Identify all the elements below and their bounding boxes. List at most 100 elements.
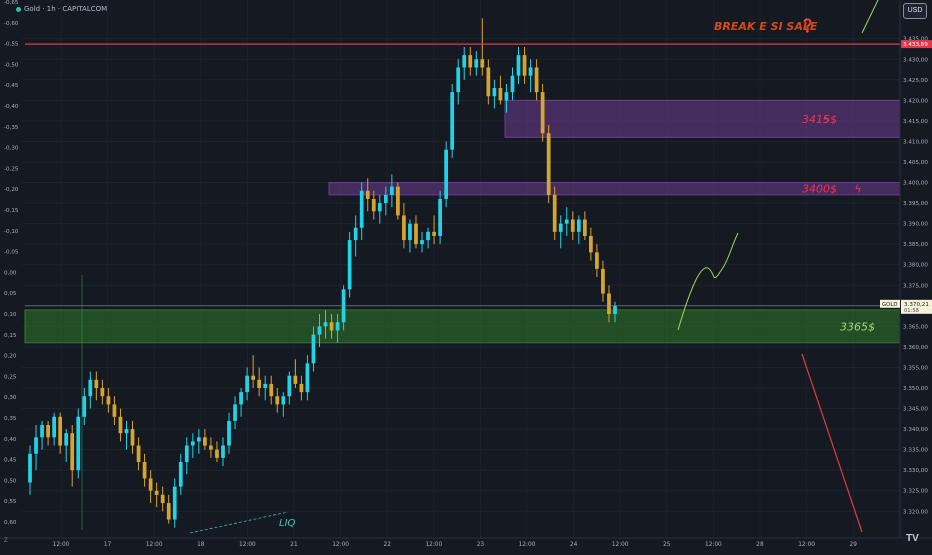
price-tick-label: 3.410,00 (903, 139, 928, 145)
candle-body (136, 445, 141, 462)
zone-label: 3415$ (802, 113, 837, 126)
price-tick-label: 3.380,00 (903, 263, 928, 269)
candle-body (462, 55, 467, 68)
break-annotation: BREAK E SI SALE (714, 20, 818, 33)
percent-tick-label: -0,45 (4, 83, 19, 89)
candle-body (492, 88, 497, 97)
candle-body (46, 424, 50, 438)
price-tick-label: 3.395,00 (903, 201, 928, 207)
time-tick-label: 21 (290, 542, 298, 548)
current-price-label: 3.370,21 (904, 302, 929, 308)
time-tick-label: 12:00 (705, 542, 722, 548)
candle-body (239, 392, 243, 405)
price-tick-label: 3.355,00 (903, 365, 928, 371)
bolt-icon: ϟ (854, 183, 861, 196)
price-zone (504, 99, 901, 138)
price-axis-bg (900, 0, 932, 550)
question-mark-icon: ❓ (800, 18, 816, 34)
price-tick-label: 3.350,00 (903, 386, 928, 392)
candle-body (347, 240, 352, 290)
percent-tick-label: -0,40 (4, 104, 19, 110)
candle-body (420, 240, 424, 245)
zone-label: 3365$ (840, 320, 875, 333)
percent-tick-label: 0,25 (4, 374, 17, 380)
candle-body (154, 490, 159, 495)
time-tick-label: 17 (104, 542, 112, 548)
candle-body (389, 186, 394, 195)
time-tick-label: 12:00 (425, 542, 442, 548)
candle-body (474, 59, 479, 68)
candle-body (510, 75, 515, 93)
price-tick-label: 3.415,00 (903, 119, 928, 125)
candle-body (450, 92, 455, 150)
grid (22, 0, 900, 538)
candle-body (353, 227, 358, 241)
candle-body (498, 88, 503, 101)
percent-tick-label: 0,50 (4, 478, 17, 484)
candle-body (480, 59, 485, 68)
candle-body (148, 478, 153, 491)
candle-body (444, 149, 449, 199)
price-tick-label: 3.390,00 (903, 222, 928, 228)
candle-body (166, 503, 171, 520)
percent-tick-label: -0,15 (4, 208, 19, 214)
candle-body (172, 486, 177, 520)
candle-body (522, 55, 527, 76)
status-dot-icon (16, 6, 21, 12)
price-tick-label: 3.335,00 (903, 448, 928, 454)
price-tick-label: 3.405,00 (903, 160, 928, 166)
percent-tick-label: -0,30 (4, 146, 19, 152)
symbol-tag-label: GOLD (882, 302, 898, 308)
percent-tick-label: 0,30 (4, 395, 17, 401)
candle-body (323, 322, 328, 327)
candle-body (70, 433, 75, 471)
candle-body (215, 449, 219, 458)
candle-body (607, 293, 611, 315)
candle-body (595, 252, 599, 269)
candle-body (190, 441, 195, 446)
candle-body (257, 379, 262, 389)
percent-tick-label: 0,00 (4, 270, 17, 276)
resistance-price-label: 3.433,69 (903, 42, 928, 48)
currency-button[interactable]: USD (903, 3, 927, 19)
price-tick-label: 3.400,00 (903, 181, 928, 187)
liq-dashed-line (189, 511, 289, 534)
candle-body (227, 420, 231, 446)
candle-body (582, 219, 587, 236)
candle-body (245, 375, 249, 393)
candle-body (402, 215, 406, 241)
symbol-header[interactable]: Gold · 1h · CAPITALCOM (16, 5, 107, 13)
price-tick-label: 3.385,00 (903, 242, 928, 248)
candle-body (203, 437, 207, 446)
candle-body (184, 445, 189, 462)
candle-body (570, 219, 575, 232)
candle-body (142, 461, 147, 479)
candle-body (408, 223, 412, 241)
time-tick-label: 12:00 (612, 542, 629, 548)
candle-body (64, 433, 69, 446)
candle-body (269, 383, 274, 397)
candle-body (76, 416, 81, 471)
candle-body (396, 186, 400, 216)
percent-tick-label: -0,25 (4, 166, 19, 172)
percent-tick-label: 0,05 (4, 291, 17, 297)
time-tick-label: 22 (384, 542, 392, 548)
price-tick-label: 3.330,00 (903, 468, 928, 474)
candle-body (112, 404, 117, 417)
z-button[interactable]: Z (4, 538, 8, 544)
time-tick-label: 12:00 (332, 542, 349, 548)
candle-body (34, 437, 38, 454)
countdown-label: 01:58 (904, 308, 919, 314)
time-tick-label: 12:00 (146, 542, 163, 548)
price-tick-label: 3.435,00 (903, 37, 928, 43)
candle-body (106, 396, 111, 405)
candle-body (275, 396, 280, 405)
candle-body (94, 379, 99, 389)
candles (28, 18, 617, 528)
candle-body (564, 219, 569, 224)
percent-tick-label: -0,10 (4, 229, 19, 235)
candle-body (359, 190, 364, 228)
percent-tick-label: 0,55 (4, 499, 17, 505)
